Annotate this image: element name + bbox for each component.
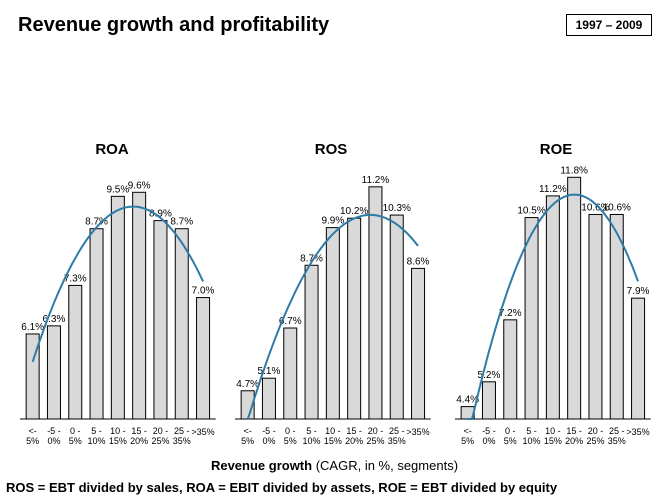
- roe-tick-label: 5 -10%: [523, 426, 541, 446]
- footnote: ROS = EBT divided by sales, ROA = EBIT d…: [6, 480, 558, 495]
- roe-value-label: 10.6%: [603, 202, 631, 213]
- roa-tick-label: 20 -25%: [151, 426, 169, 446]
- roa-trend-line: [31, 205, 204, 363]
- ros-tick-label: 5 -10%: [303, 426, 321, 446]
- roa-bar: [196, 297, 211, 420]
- roe-trend-line: [467, 193, 639, 420]
- roa-tick-label: >35%: [191, 427, 214, 437]
- ros-bar: [368, 186, 383, 420]
- x-axis-title-main: Revenue growth: [210, 458, 313, 473]
- roa-value-label: 9.6%: [128, 180, 151, 191]
- ros-bar: [347, 217, 362, 420]
- ros-tick-label: >35%: [406, 427, 429, 437]
- roe-value-label: 11.8%: [560, 165, 588, 176]
- ros-tick-label: <-5%: [241, 426, 254, 446]
- ros-tick-label: 0 -5%: [284, 426, 297, 446]
- roa-value-label: 7.3%: [64, 273, 87, 284]
- roa-bar: [174, 228, 189, 420]
- ros-chart: ROS 4.7% <-5% 5.1% -5 -0% 6.7% 0 -5% 8.7% 5 -10%…: [235, 141, 431, 446]
- roa-bar: [46, 325, 61, 420]
- ros-bar: [325, 227, 340, 420]
- roe-value-label: 10.5%: [517, 206, 545, 217]
- roe-bar: [545, 195, 560, 420]
- roe-value-label: 7.9%: [627, 286, 650, 297]
- ros-bar: [389, 214, 404, 420]
- roe-value-label: 10.6%: [581, 202, 609, 213]
- roe-value-label: 5.2%: [478, 370, 501, 381]
- ros-bar: [411, 267, 426, 420]
- roa-tick-label: <-5%: [26, 426, 39, 446]
- roa-bar: [68, 284, 83, 420]
- roa-chart-title: ROA: [95, 141, 129, 158]
- roe-value-label: 11.2%: [539, 184, 567, 195]
- roe-value-label: 4.4%: [456, 395, 479, 406]
- roe-chart-title: ROE: [540, 141, 573, 158]
- roe-bar: [503, 319, 518, 420]
- roa-tick-label: -5 -0%: [47, 426, 61, 446]
- ros-value-label: 8.6%: [407, 256, 430, 267]
- ros-tick-label: -5 -0%: [262, 426, 276, 446]
- roe-bar: [609, 213, 624, 420]
- roa-value-label: 8.7%: [170, 217, 193, 228]
- roe-bar: [481, 381, 496, 420]
- ros-value-label: 6.7%: [279, 316, 302, 327]
- ros-value-label: 10.2%: [340, 206, 368, 217]
- ros-tick-label: 20 -25%: [366, 426, 384, 446]
- roe-tick-label: 20 -25%: [586, 426, 604, 446]
- period-badge: 1997 – 2009: [566, 14, 652, 36]
- roa-chart: ROA 6.1% <-5% 6.3% -5 -0% 7.3% 0 -5% 8.7% 5 -10%…: [20, 141, 216, 446]
- roe-bar: [524, 217, 539, 420]
- ros-value-label: 5.1%: [258, 366, 281, 377]
- ros-value-label: 11.2%: [362, 175, 390, 186]
- ros-tick-label: 10 -15%: [324, 426, 342, 446]
- roa-tick-label: 0 -5%: [69, 426, 82, 446]
- ros-tick-label: 25 -35%: [388, 426, 406, 446]
- roe-bar: [631, 297, 646, 420]
- roe-tick-label: 15 -20%: [565, 426, 583, 446]
- roa-value-label: 8.7%: [85, 217, 108, 228]
- roa-value-label: 6.1%: [21, 322, 44, 333]
- roa-bar: [89, 228, 104, 420]
- ros-tick-label: 15 -20%: [345, 426, 363, 446]
- roe-tick-label: -5 -0%: [482, 426, 496, 446]
- ros-value-label: 4.7%: [236, 379, 259, 390]
- roe-tick-label: 10 -15%: [544, 426, 562, 446]
- x-axis-title-detail: (CAGR, in %, segments): [315, 458, 459, 473]
- roa-value-label: 8.9%: [149, 209, 172, 220]
- roa-value-label: 9.5%: [106, 184, 129, 195]
- roa-bar: [110, 195, 125, 420]
- roe-value-label: 7.2%: [499, 308, 522, 319]
- roe-tick-label: >35%: [626, 427, 649, 437]
- roa-tick-label: 15 -20%: [130, 426, 148, 446]
- page-title: Revenue growth and profitability: [18, 14, 330, 36]
- roa-bar: [132, 191, 147, 420]
- roe-bar: [567, 176, 582, 420]
- roe-bar: [588, 213, 603, 420]
- roe-tick-label: <-5%: [461, 426, 474, 446]
- roa-tick-label: 10 -15%: [109, 426, 127, 446]
- roe-tick-label: 0 -5%: [504, 426, 517, 446]
- roa-tick-label: 5 -10%: [88, 426, 106, 446]
- roa-value-label: 6.3%: [43, 314, 66, 325]
- ros-bar: [283, 327, 298, 420]
- ros-value-label: 9.9%: [321, 216, 344, 227]
- ros-bar: [261, 377, 276, 420]
- ros-bar: [304, 264, 319, 420]
- ros-trend-line: [246, 213, 419, 420]
- ros-chart-title: ROS: [315, 141, 348, 158]
- ros-value-label: 8.7%: [300, 253, 323, 264]
- roa-value-label: 7.0%: [192, 286, 215, 297]
- roe-tick-label: 25 -35%: [608, 426, 626, 446]
- roe-chart: ROE 4.4% <-5% 5.2% -5 -0% 7.2% 0 -5% 10.5% 5 -10…: [455, 141, 651, 446]
- roa-bar: [153, 220, 168, 420]
- ros-value-label: 10.3%: [383, 203, 411, 214]
- x-axis-title: Revenue growth (CAGR, in %, segments): [0, 458, 669, 473]
- roa-tick-label: 25 -35%: [173, 426, 191, 446]
